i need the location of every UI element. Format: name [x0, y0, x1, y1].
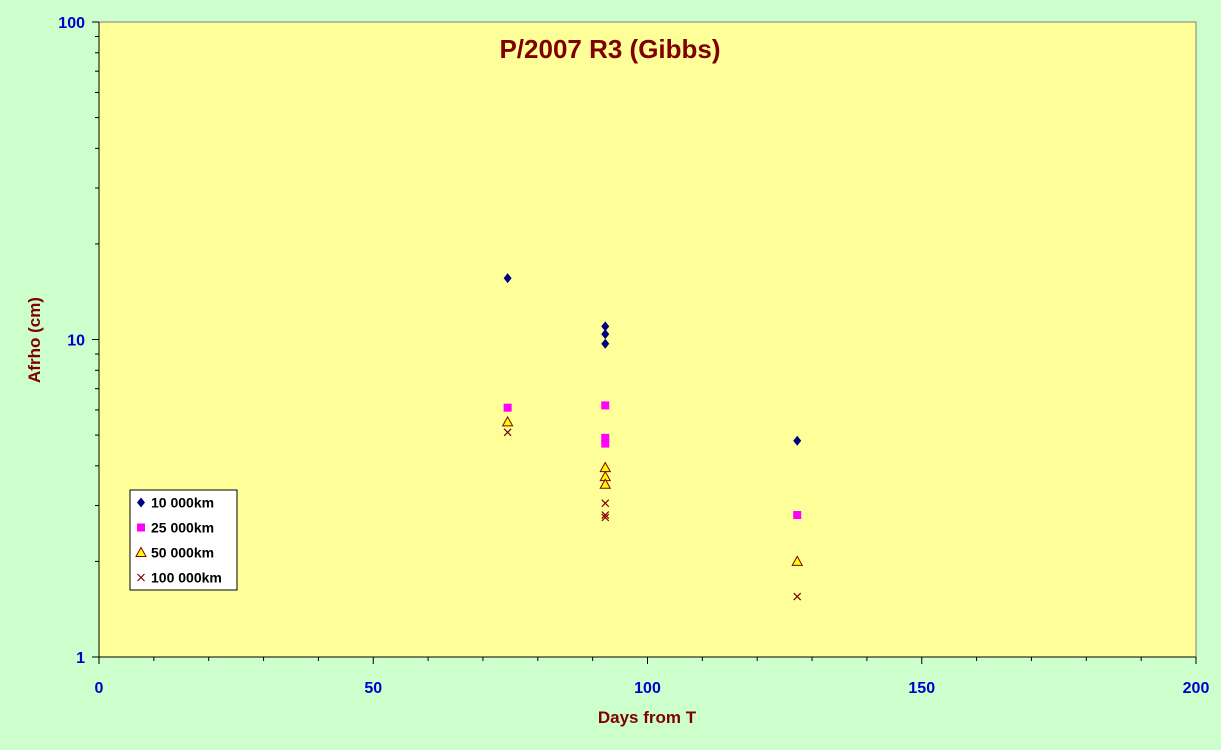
- data-point: [599, 478, 612, 489]
- data-point: [601, 511, 610, 519]
- series-4: [503, 428, 802, 601]
- x-tick-label: 0: [95, 680, 104, 697]
- data-point: [601, 439, 610, 448]
- y-axis-title: Afrho (cm): [25, 297, 44, 383]
- series-3: [501, 415, 804, 566]
- data-point: [601, 433, 610, 442]
- data-point: [793, 435, 802, 446]
- x-tick-label: 150: [908, 680, 935, 697]
- legend-marker: [137, 497, 145, 508]
- x-axis-title: Days from T: [598, 708, 697, 727]
- legend-entry-label: 10 000km: [151, 495, 214, 511]
- series-2: [503, 401, 802, 520]
- legend-entry-label: 100 000km: [151, 570, 222, 586]
- data-point: [601, 499, 610, 508]
- data-point: [601, 513, 610, 522]
- data-point: [601, 401, 610, 410]
- data-point: [791, 555, 804, 566]
- data-point: [503, 428, 512, 437]
- data-point: [503, 273, 512, 284]
- plot-area: [98, 21, 1197, 658]
- legend-marker: [137, 523, 145, 532]
- y-tick-label: 10: [67, 333, 85, 350]
- x-tick-label: 100: [634, 680, 661, 697]
- data-point: [793, 511, 802, 520]
- data-point: [601, 338, 610, 349]
- data-point: [503, 403, 512, 412]
- legend-entry-label: 25 000km: [151, 520, 214, 536]
- x-tick-label: 200: [1183, 680, 1210, 697]
- data-point: [601, 329, 610, 340]
- data-point: [601, 321, 610, 332]
- legend: 10 000km 25 000km 50 000km 100 000km: [129, 489, 238, 591]
- y-tick-label: 1: [76, 650, 85, 667]
- legend-entry-label: 50 000km: [151, 545, 214, 561]
- legend-marker: [135, 546, 147, 557]
- data-points: [501, 273, 804, 601]
- chart-title: P/2007 R3 (Gibbs): [499, 34, 720, 64]
- legend-marker: [137, 573, 145, 582]
- series-1: [503, 273, 802, 446]
- axes: 0 50 100 150 200 1 10 100: [58, 15, 1209, 697]
- y-tick-label: 100: [58, 15, 85, 32]
- x-tick-label: 50: [364, 680, 382, 697]
- data-point: [501, 415, 514, 427]
- data-point: [793, 592, 802, 601]
- legend-box: [129, 489, 238, 591]
